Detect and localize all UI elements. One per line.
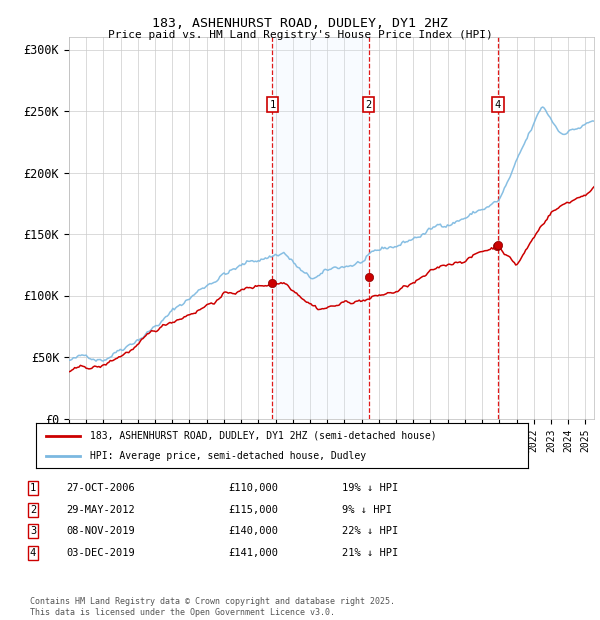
Text: 4: 4 (30, 548, 36, 558)
Text: 2: 2 (365, 100, 372, 110)
Text: 2: 2 (30, 505, 36, 515)
Text: 27-OCT-2006: 27-OCT-2006 (66, 483, 135, 493)
Text: 1: 1 (269, 100, 275, 110)
Text: £115,000: £115,000 (228, 505, 278, 515)
Text: Price paid vs. HM Land Registry's House Price Index (HPI): Price paid vs. HM Land Registry's House … (107, 30, 493, 40)
Text: 19% ↓ HPI: 19% ↓ HPI (342, 483, 398, 493)
Text: HPI: Average price, semi-detached house, Dudley: HPI: Average price, semi-detached house,… (90, 451, 366, 461)
Bar (272, 37, 368, 418)
Text: 08-NOV-2019: 08-NOV-2019 (66, 526, 135, 536)
Text: £140,000: £140,000 (228, 526, 278, 536)
Text: £141,000: £141,000 (228, 548, 278, 558)
Text: 1: 1 (30, 483, 36, 493)
Text: £110,000: £110,000 (228, 483, 278, 493)
Text: 3: 3 (30, 526, 36, 536)
Text: 9% ↓ HPI: 9% ↓ HPI (342, 505, 392, 515)
Text: 183, ASHENHURST ROAD, DUDLEY, DY1 2HZ: 183, ASHENHURST ROAD, DUDLEY, DY1 2HZ (152, 17, 448, 30)
Text: 29-MAY-2012: 29-MAY-2012 (66, 505, 135, 515)
Text: Contains HM Land Registry data © Crown copyright and database right 2025.
This d: Contains HM Land Registry data © Crown c… (30, 598, 395, 617)
Text: 4: 4 (495, 100, 501, 110)
Text: 183, ASHENHURST ROAD, DUDLEY, DY1 2HZ (semi-detached house): 183, ASHENHURST ROAD, DUDLEY, DY1 2HZ (s… (90, 430, 437, 441)
Text: 22% ↓ HPI: 22% ↓ HPI (342, 526, 398, 536)
Text: 21% ↓ HPI: 21% ↓ HPI (342, 548, 398, 558)
Text: 03-DEC-2019: 03-DEC-2019 (66, 548, 135, 558)
